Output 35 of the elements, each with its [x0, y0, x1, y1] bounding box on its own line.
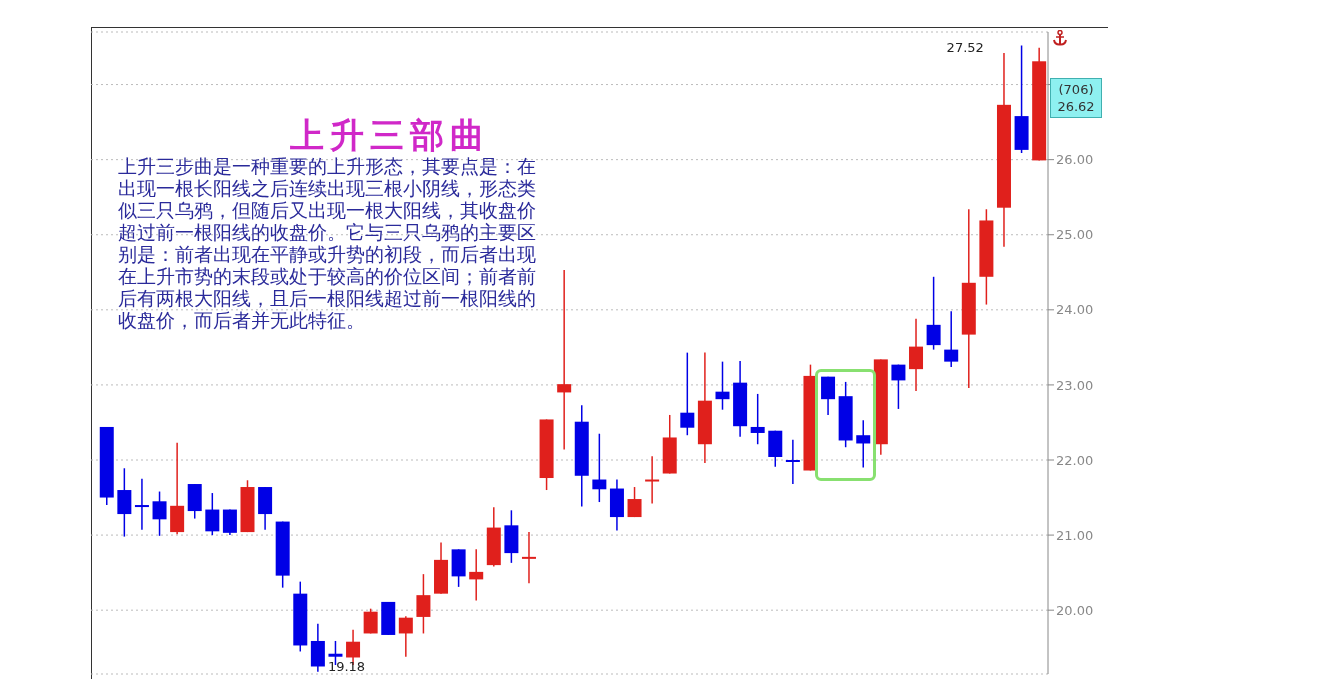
- candlestick: [680, 351, 695, 436]
- candlestick: [856, 419, 871, 469]
- candlestick: [785, 438, 800, 485]
- candlestick: [592, 432, 607, 503]
- candlestick: [944, 310, 959, 368]
- y-tick-label: 20.00: [1056, 602, 1094, 618]
- candlestick: [416, 573, 431, 635]
- y-tick-label: 24.00: [1056, 302, 1094, 318]
- candlestick: [222, 508, 237, 536]
- text: (706) 26.62: [1050, 78, 1102, 118]
- candlestick: [627, 486, 642, 518]
- annotation: 上升三步曲是一种重要的上升形态，其要点是：在出现一根长阳线之后连续出现三根小阴线，形态类似三只乌鸦，但随后又出现一根大阳线，其收盘价超过前一根阳线的收盘价。它与三只乌鸦的主要区别是：前者出现在平静或升势的初段，而后者出现在上升市势的末段或处于较高的价位区间；前者前后有两根大阳线，且后一根阳线超过前一根阳线的收盘价，而后者并无此特征。: [118, 155, 536, 332]
- candlestick: [909, 318, 924, 392]
- candlestick: [152, 490, 167, 537]
- candlestick: [891, 363, 906, 410]
- candlestick: [750, 393, 765, 445]
- candlestick: [469, 548, 484, 602]
- text: 上升三部曲: [290, 114, 490, 157]
- y-tick-label: 25.00: [1056, 227, 1094, 243]
- candlestick: [398, 615, 413, 658]
- candlestick: [521, 531, 536, 584]
- annotation: 27.52: [946, 39, 984, 55]
- candlestick: [715, 360, 730, 411]
- candlestick: [557, 269, 572, 451]
- candlestick: [645, 455, 660, 505]
- candlestick: [363, 607, 378, 635]
- y-tick-label: 22.00: [1056, 452, 1094, 468]
- candlestick: [134, 478, 149, 531]
- annotation: 19.18: [327, 658, 366, 674]
- y-tick-label: 21.00: [1056, 527, 1094, 543]
- y-tick-label: 23.00: [1056, 377, 1094, 393]
- y-tick-label: 26.00: [1056, 152, 1094, 168]
- candlestick: [205, 492, 220, 536]
- candlestick: [821, 375, 836, 416]
- candlestick: [926, 276, 941, 351]
